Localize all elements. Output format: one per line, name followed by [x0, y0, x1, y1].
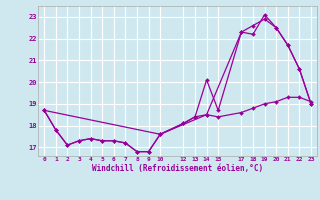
X-axis label: Windchill (Refroidissement éolien,°C): Windchill (Refroidissement éolien,°C): [92, 164, 263, 173]
